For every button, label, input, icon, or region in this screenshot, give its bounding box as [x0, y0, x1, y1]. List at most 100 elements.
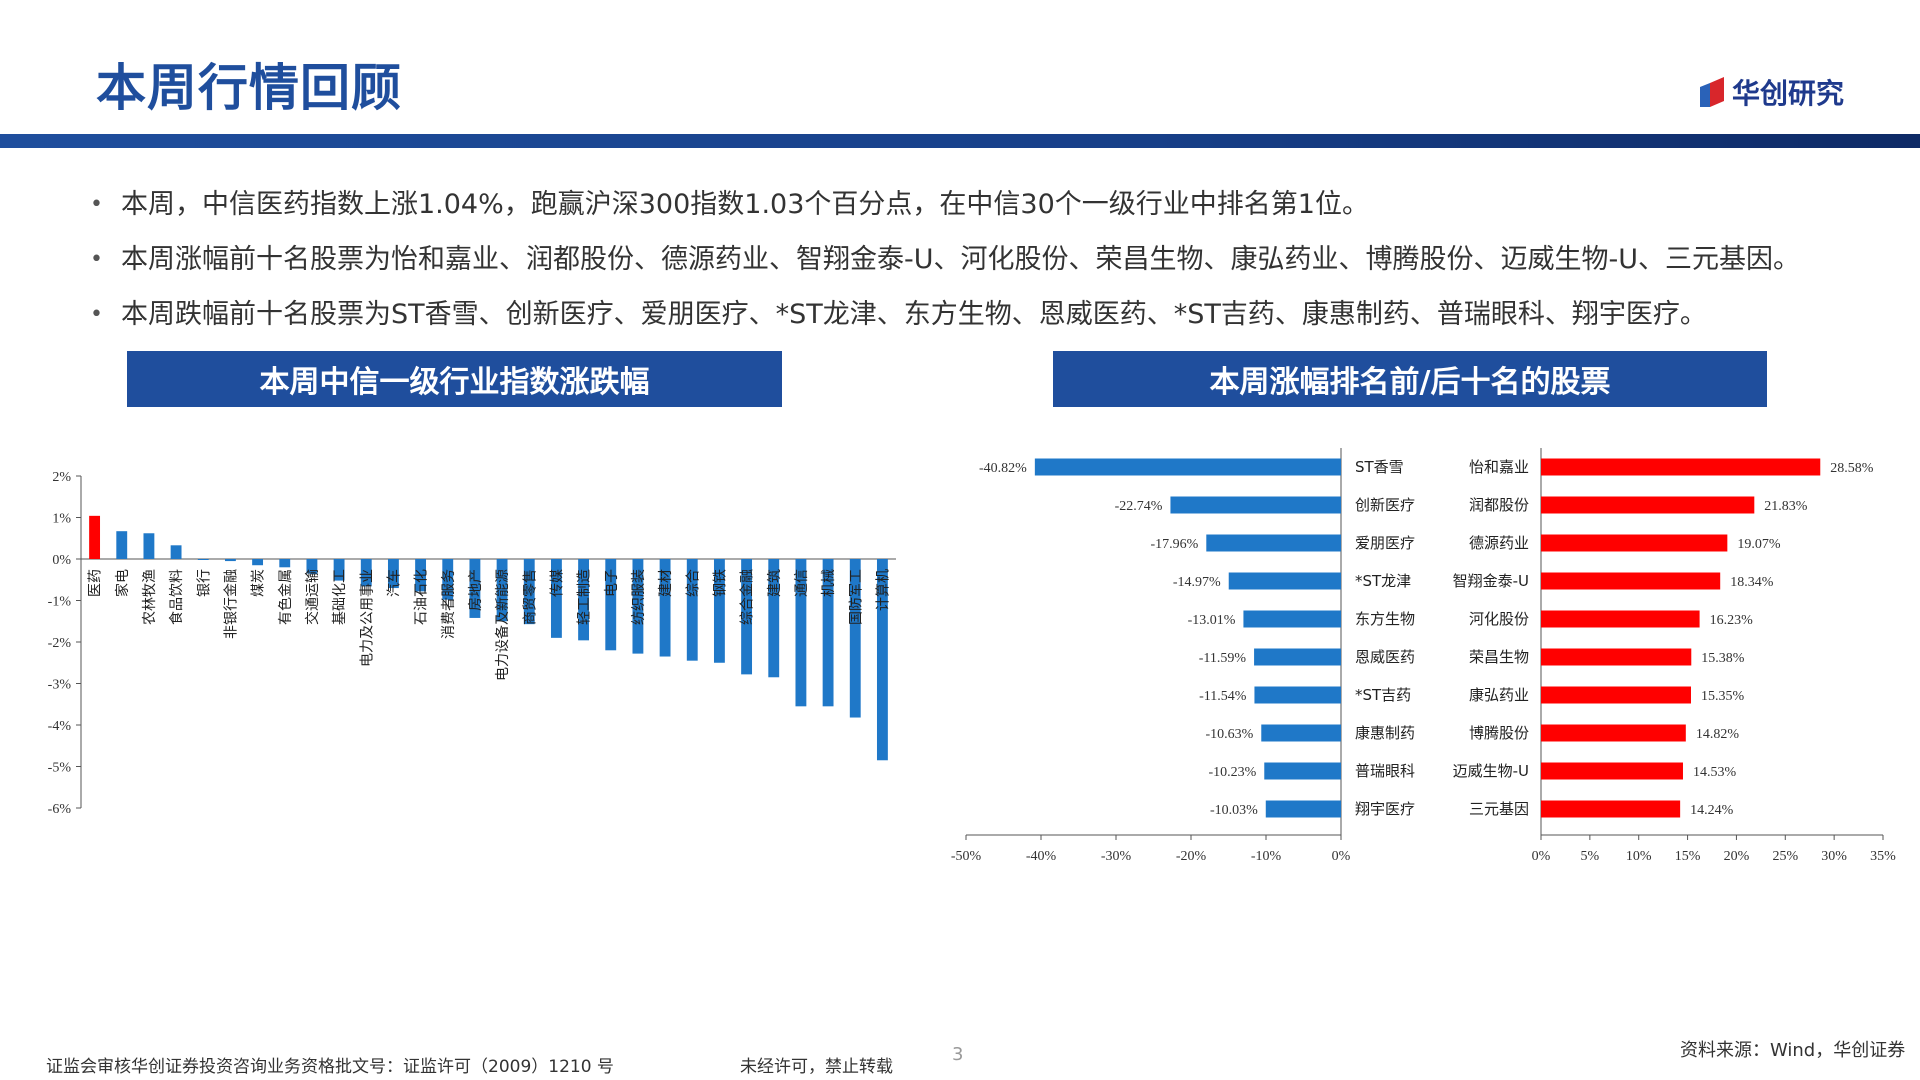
industry-bar — [605, 559, 617, 651]
y-tick-label: -1% — [48, 595, 72, 610]
gainer-name-label: 康弘药业 — [1469, 686, 1529, 704]
x-tick-label: -50% — [951, 849, 982, 864]
industry-category-label: 通信 — [794, 569, 810, 597]
industry-bar — [442, 559, 454, 600]
industry-category-label: 有色金属 — [277, 569, 294, 625]
industry-chart-header: 本周中信一级行业指数涨跌幅 — [127, 351, 782, 407]
decliner-value-label: -22.74% — [1115, 499, 1163, 514]
industry-bar — [197, 559, 209, 560]
industry-category-label: 农林牧渔 — [142, 569, 158, 625]
gainer-bar — [1541, 648, 1692, 666]
decliner-bar — [1170, 496, 1341, 514]
decliner-value-label: -13.01% — [1188, 613, 1236, 628]
brand-logo: 华创研究 — [1700, 72, 1844, 112]
header-divider — [0, 134, 1920, 148]
gainer-bar — [1541, 496, 1755, 514]
decliner-value-label: -14.97% — [1173, 575, 1221, 590]
logo-text: 华创研究 — [1732, 77, 1845, 110]
gainer-bar — [1541, 458, 1821, 476]
gainer-name-label: 三元基因 — [1469, 800, 1529, 818]
decliner-name-label: 康惠制药 — [1355, 724, 1415, 742]
x-tick-label: 5% — [1581, 849, 1600, 864]
industry-bar — [415, 559, 427, 592]
industry-bar — [849, 559, 861, 718]
y-tick-label: -5% — [48, 761, 72, 776]
decliner-bar — [1228, 572, 1341, 590]
gainer-name-label: 怡和嘉业 — [1469, 458, 1529, 476]
gainer-name-label: 迈威生物-U — [1453, 762, 1529, 780]
industry-category-label: 建筑 — [767, 569, 783, 597]
industry-category-label: 传媒 — [549, 569, 565, 597]
decliner-name-label: 恩威医药 — [1355, 648, 1415, 666]
x-tick-label: 0% — [1332, 849, 1351, 864]
decliner-bar — [1254, 686, 1341, 704]
x-tick-label: 0% — [1532, 849, 1551, 864]
gainer-name-label: 荣昌生物 — [1469, 648, 1529, 666]
x-tick-label: -20% — [1176, 849, 1207, 864]
industry-category-label: 综合 — [685, 569, 701, 597]
industry-bar — [469, 559, 481, 618]
x-tick-label: 35% — [1870, 849, 1896, 864]
industry-category-label: 综合金融 — [740, 569, 756, 625]
industry-bar — [768, 559, 780, 678]
x-tick-label: 20% — [1724, 849, 1750, 864]
decliner-bar — [1034, 458, 1341, 476]
industry-category-label: 建材 — [658, 569, 674, 597]
industry-bar — [89, 515, 101, 559]
decliner-value-label: -10.63% — [1205, 727, 1253, 742]
industry-category-label: 医药 — [88, 569, 104, 597]
industry-bar — [523, 559, 535, 625]
y-tick-label: -6% — [48, 802, 72, 817]
gainer-value-label: 15.35% — [1701, 689, 1745, 704]
industry-category-label: 消费者服务 — [441, 569, 457, 639]
y-tick-label: -4% — [48, 719, 72, 734]
industry-category-label: 商贸零售 — [522, 569, 538, 625]
industry-category-label: 钢铁 — [712, 569, 728, 597]
decliner-bar — [1265, 800, 1341, 818]
industry-category-label: 电子 — [604, 569, 620, 597]
bullet-item: 本周，中信医药指数上涨1.04%，跑赢沪深300指数1.03个百分点，在中信30… — [90, 178, 1800, 233]
industry-category-label: 交通运输 — [304, 569, 321, 625]
gainer-value-label: 21.83% — [1764, 499, 1808, 514]
industry-bar — [876, 559, 888, 761]
industry-bar — [496, 559, 508, 622]
gainer-value-label: 14.24% — [1690, 803, 1734, 818]
industry-category-label: 国防军工 — [848, 569, 864, 625]
gainer-value-label: 28.58% — [1830, 461, 1874, 476]
gainer-value-label: 14.82% — [1696, 727, 1740, 742]
industry-category-label: 机械 — [821, 569, 837, 597]
x-tick-label: -10% — [1251, 849, 1282, 864]
page-number: 3 — [952, 1044, 964, 1065]
industry-bar — [306, 559, 318, 574]
gainer-bar — [1541, 572, 1721, 590]
page-title: 本周行情回顾 — [96, 59, 402, 117]
industry-bar — [578, 559, 590, 641]
decliner-bar — [1254, 648, 1341, 666]
industry-bar — [686, 559, 698, 661]
gainer-bar — [1541, 610, 1700, 628]
industry-category-label: 纺织服装 — [631, 569, 647, 625]
industry-category-label: 电力设备及新能源 — [494, 569, 511, 681]
industry-bar — [170, 545, 182, 559]
industry-category-label: 食品饮料 — [168, 569, 185, 625]
industry-bar — [360, 559, 372, 587]
y-tick-label: -2% — [48, 636, 72, 651]
decliner-name-label: 东方生物 — [1355, 610, 1415, 628]
industry-bar — [143, 533, 155, 559]
gainer-value-label: 19.07% — [1737, 537, 1781, 552]
bullet-item: 本周跌幅前十名股票为ST香雪、创新医疗、爱朋医疗、*ST龙津、东方生物、恩威医药… — [90, 288, 1800, 343]
gainer-name-label: 河化股份 — [1469, 610, 1529, 628]
y-tick-label: 0% — [52, 553, 71, 568]
industry-category-label: 计算机 — [875, 569, 891, 611]
industry-category-label: 汽车 — [385, 569, 402, 597]
x-tick-label: 15% — [1675, 849, 1701, 864]
industry-category-label: 非银行金融 — [223, 569, 239, 639]
decliner-value-label: -11.54% — [1199, 689, 1247, 704]
x-tick-label: 30% — [1821, 849, 1847, 864]
industry-bar — [550, 559, 562, 638]
gainer-bar — [1541, 534, 1728, 552]
industry-bar — [116, 531, 128, 559]
decliner-name-label: 爱朋医疗 — [1355, 534, 1415, 552]
footer-source: 资料来源：Wind，华创证券 — [1680, 1040, 1906, 1061]
